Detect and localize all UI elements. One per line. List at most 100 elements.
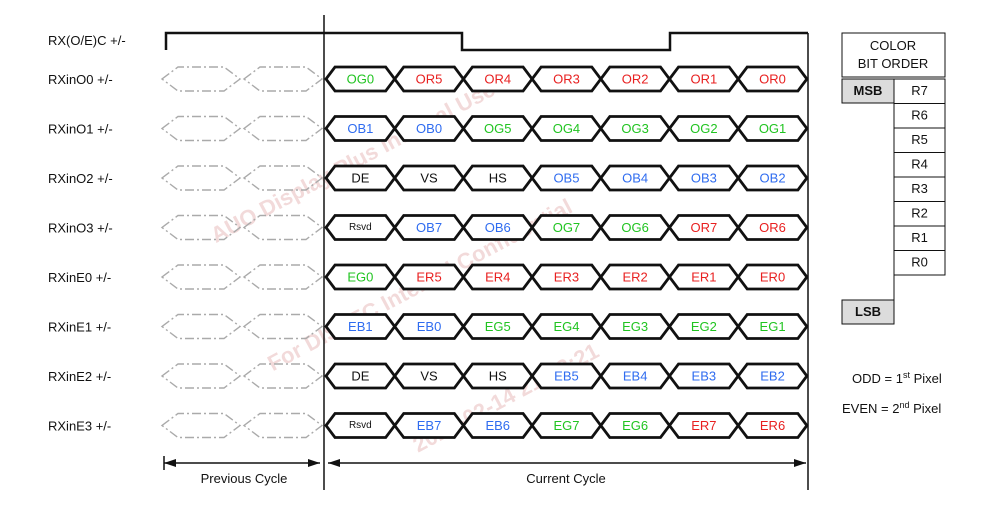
bit-cell-label: EB1 xyxy=(348,319,373,334)
previous-cycle-bit-cell xyxy=(242,363,324,389)
signal-label: RXinE3 +/- xyxy=(48,419,111,434)
signal-row: RXinO3 +/- Rsvd OB7 OB6 OG7 OG6 OR7 OR6 xyxy=(48,214,809,241)
bit-cell-label: ER0 xyxy=(760,270,785,285)
bit-cell-label: OB4 xyxy=(622,171,648,186)
signal-label: RXinO3 +/- xyxy=(48,221,113,236)
previous-cycle-bit-cell xyxy=(160,264,242,290)
bit-cell-label: HS xyxy=(489,171,507,186)
bit-order-value: R7 xyxy=(911,83,928,98)
previous-cycle-label: Previous Cycle xyxy=(201,471,288,486)
color-bit-order-table: COLOR BIT ORDER R7 R6 R5 R4 R3 R2 R1 R0 MSB LSB xyxy=(841,32,946,325)
bit-order-value: R3 xyxy=(911,181,928,196)
previous-arrowhead-left xyxy=(164,459,176,467)
bit-cell-label: OG6 xyxy=(621,220,648,235)
bit-order-value: R2 xyxy=(911,206,928,221)
bit-order-header-cell xyxy=(841,32,946,78)
previous-cycle-bit-cell xyxy=(160,115,242,142)
bit-cell xyxy=(736,65,809,93)
bit-cell-label: OG0 xyxy=(347,72,374,87)
bit-cell-label: OG7 xyxy=(553,220,580,235)
msb-cell xyxy=(841,78,895,104)
bit-cell-label: OR3 xyxy=(553,72,580,87)
bit-order-cell xyxy=(893,176,946,202)
bit-cell-label: OR2 xyxy=(622,72,649,87)
bit-cell-label: EG6 xyxy=(622,418,648,433)
bit-cell-label: DE xyxy=(351,369,369,384)
bit-cell-label: OB5 xyxy=(553,171,579,186)
bit-cell-label: ER3 xyxy=(554,270,579,285)
current-arrowhead-left xyxy=(328,459,340,467)
bit-cell-label: ER4 xyxy=(485,270,510,285)
bit-cell-label: OR4 xyxy=(484,72,511,87)
bit-cell-label: OG5 xyxy=(484,121,511,136)
bit-order-cell xyxy=(893,127,946,153)
bit-order-value: R0 xyxy=(911,255,928,270)
previous-cycle-bit-cell xyxy=(242,214,324,241)
signal-row: RXinO2 +/- DE VS HS OB5 OB4 OB3 OB2 xyxy=(48,164,809,192)
legend-even-sup: nd xyxy=(899,400,909,410)
bit-cell-label: EB7 xyxy=(417,418,442,433)
signal-label: RXinE2 +/- xyxy=(48,369,111,384)
bit-cell xyxy=(736,214,809,241)
legend-odd-sup: st xyxy=(903,370,911,380)
bit-cell-label: EB5 xyxy=(554,369,579,384)
signal-label: RXinE1 +/- xyxy=(48,320,111,335)
signal-label: RXinE0 +/- xyxy=(48,270,111,285)
legend-even-prefix: EVEN = 2 xyxy=(842,401,899,416)
current-arrowhead-right xyxy=(794,459,806,467)
previous-cycle-bit-cell xyxy=(242,115,324,142)
bit-cell-label: OG2 xyxy=(690,121,717,136)
bit-cell-label: EG3 xyxy=(622,319,648,334)
msb-label: MSB xyxy=(854,83,883,98)
bit-cell-label: OR1 xyxy=(690,72,717,87)
bit-cell-label: OB0 xyxy=(416,121,442,136)
signal-row: RXinO1 +/- OB1 OB0 OG5 OG4 OG3 OG2 OG1 xyxy=(48,115,809,142)
signal-label: RXinO1 +/- xyxy=(48,122,113,137)
signal-row: RXinE0 +/- EG0 ER5 ER4 ER3 ER2 ER1 ER0 xyxy=(48,263,809,291)
previous-cycle-bit-cell xyxy=(160,66,242,92)
bit-order-value: R6 xyxy=(911,108,928,123)
bit-cell-label: EG5 xyxy=(485,319,511,334)
previous-cycle-bit-cell xyxy=(242,264,324,290)
legend-odd-prefix: ODD = 1 xyxy=(852,371,903,386)
bit-cell-label: VS xyxy=(420,171,438,186)
signal-row: RXinO0 +/- OG0 OR5 OR4 OR3 OR2 OR1 OR0 xyxy=(48,65,809,93)
previous-cycle-bit-cell xyxy=(160,165,242,191)
bit-cell-label: HS xyxy=(489,369,507,384)
bit-cell xyxy=(736,362,809,390)
bit-order-cell xyxy=(893,225,946,251)
bit-cell-label: EB4 xyxy=(623,369,648,384)
bit-cell-label: EG0 xyxy=(347,270,373,285)
bit-cell-label: EB0 xyxy=(417,319,442,334)
bit-cell-label: OB6 xyxy=(485,220,511,235)
bit-cell-label: EB6 xyxy=(485,418,510,433)
clock-label: RX(O/E)C +/- xyxy=(48,33,126,48)
bit-cell xyxy=(736,313,809,340)
clock-waveform xyxy=(164,31,808,52)
bit-cell xyxy=(736,115,809,142)
bit-cell-label: OG1 xyxy=(759,121,786,136)
bit-cell-label: Rsvd xyxy=(349,222,372,233)
bit-cell-label: OB3 xyxy=(691,171,717,186)
bit-cell-label: OB7 xyxy=(416,220,442,235)
bit-cell-label: EB2 xyxy=(760,369,785,384)
bit-cell-label: ER7 xyxy=(691,418,716,433)
bit-cell-label: ER2 xyxy=(623,270,648,285)
cycle-arrows: Previous Cycle Current Cycle xyxy=(163,456,806,486)
bit-order-header-line2: BIT ORDER xyxy=(858,56,929,71)
legend-even-suffix: Pixel xyxy=(909,401,941,416)
bit-cell-label: ER6 xyxy=(760,418,785,433)
previous-cycle-bit-cell xyxy=(160,313,242,340)
bit-cell-label: OR6 xyxy=(759,220,786,235)
previous-cycle-bit-cell xyxy=(242,313,324,340)
legend-odd: ODD = 1st Pixel xyxy=(852,370,942,386)
previous-cycle-bit-cell xyxy=(160,412,242,439)
bit-cell-label: DE xyxy=(351,171,369,186)
bit-cell-label: OR0 xyxy=(759,72,786,87)
lsb-label: LSB xyxy=(855,304,881,319)
bit-order-value: R1 xyxy=(911,230,928,245)
bit-cell-label: EG7 xyxy=(553,418,579,433)
bit-cell xyxy=(736,263,809,291)
current-cycle-label: Current Cycle xyxy=(526,471,605,486)
